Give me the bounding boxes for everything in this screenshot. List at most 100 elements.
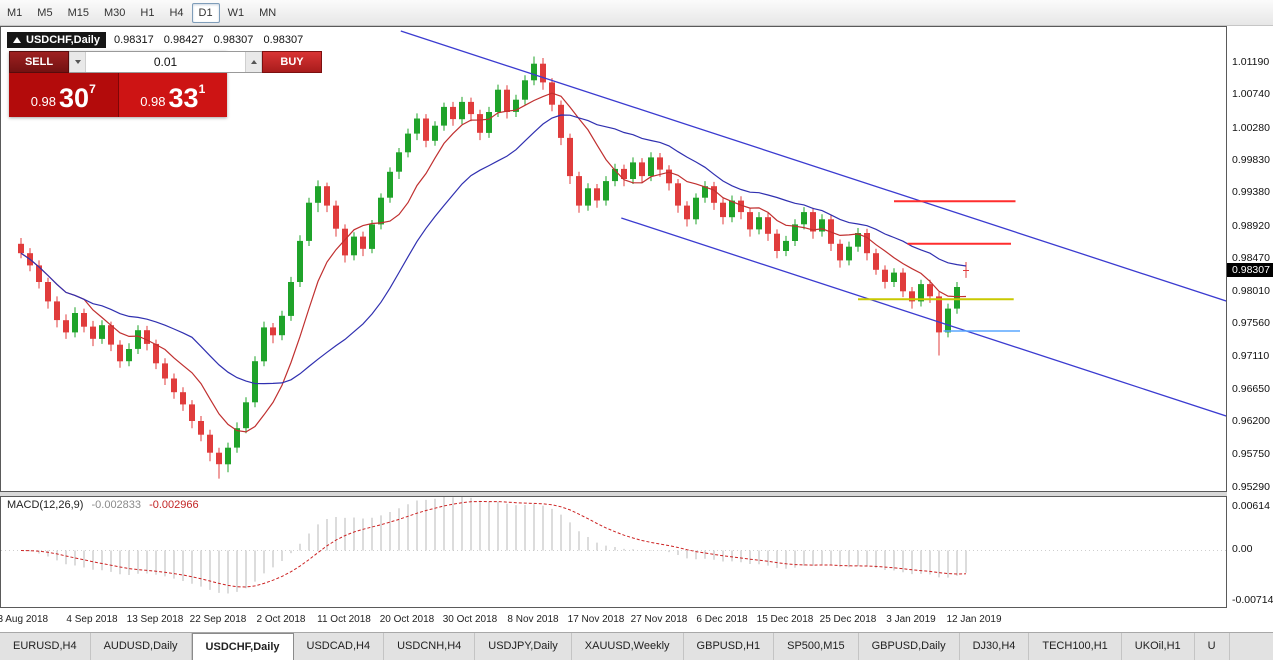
timeframe-button-m5[interactable]: M5 [37,6,53,19]
buy-price-point: 1 [198,82,206,96]
lot-increase-button[interactable] [245,52,262,72]
chart-tab-usdchf-daily[interactable]: USDCHF,Daily [191,633,294,660]
date-axis[interactable]: 23 Aug 2018 4 Sep 2018 13 Sep 2018 22 Sep 2… [0,608,1227,632]
date-axis-label: 15 Dec 2018 [756,614,814,625]
date-axis-label: 12 Jan 2019 [946,614,1002,625]
date-axis-label: 17 Nov 2018 [567,614,625,625]
one-click-collapse-icon[interactable] [13,37,21,43]
price-axis-label: 0.95750 [1232,448,1270,460]
chart-tab-usdjpy-daily[interactable]: USDJPY,Daily [475,633,572,660]
macd-name: MACD(12,26,9) [7,499,84,511]
price-axis-label: 0.98920 [1232,220,1270,232]
macd-signal-line [20,500,967,588]
chart-tab-dj30-h4[interactable]: DJ30,H4 [960,633,1030,660]
channel-lower-trendline[interactable] [621,217,1226,417]
chart-tab-eurusd-h4[interactable]: EURUSD,H4 [0,633,91,660]
date-axis-label: 22 Sep 2018 [189,614,247,625]
buy-button[interactable]: BUY [262,51,322,73]
timeframe-button-w1[interactable]: W1 [227,6,245,19]
one-click-controls: SELL BUY [9,51,322,73]
sell-price-big-figure: 0.98 [30,94,57,109]
date-axis-label: 3 Jan 2019 [886,614,936,625]
symbol-chip[interactable]: USDCHF,Daily [7,32,106,48]
macd-main-value: -0.002833 [91,499,142,511]
chart-tab-ukoil-h1[interactable]: UKOil,H1 [1122,633,1195,660]
macd-pane[interactable]: MACD(12,26,9) -0.002833 -0.002966 [0,496,1227,608]
date-axis-label: 8 Nov 2018 [507,614,559,625]
date-axis-label: 11 Oct 2018 [317,614,371,625]
date-axis-label: 30 Oct 2018 [442,614,498,625]
symbol-label: USDCHF,Daily [26,34,100,46]
price-axis-label: 0.96200 [1232,415,1270,427]
candlestick-chart[interactable] [1,27,1226,491]
chart-tab-gbpusd-h1[interactable]: GBPUSD,H1 [684,633,775,660]
chart-tab-sp500-m15[interactable]: SP500,M15 [774,633,859,660]
timeframe-button-h1[interactable]: H1 [140,6,155,19]
close-value: 0.98307 [263,34,304,46]
price-axis-label: 0.97110 [1232,350,1270,362]
chart-title: USDCHF,Daily 0.98317 0.98427 0.98307 0.9… [7,32,310,48]
macd-chart [1,497,1226,594]
high-value: 0.98427 [163,34,204,46]
timeframe-button-d1[interactable]: D1 [191,2,220,23]
price-axis-label: 0.96650 [1232,383,1270,395]
buy-price-pips: 33 [168,83,199,113]
date-axis-label: 6 Dec 2018 [696,614,748,625]
ohlc-values: 0.98317 0.98427 0.98307 0.98307 [114,34,310,46]
chart-tab-xauusd-weekly[interactable]: XAUUSD,Weekly [572,633,684,660]
price-axis-label: 0.98470 [1232,252,1270,264]
sell-price-pips: 30 [59,83,90,113]
chart-tab-usdcnh-h4[interactable]: USDCNH,H4 [384,633,476,660]
price-axis-label: 1.00740 [1232,88,1270,100]
date-axis-label: 25 Dec 2018 [819,614,877,625]
sell-price[interactable]: 0.98 30 7 [9,73,118,117]
price-axis-label: 1.01190 [1232,56,1270,68]
timeframe-button-m30[interactable]: M30 [103,6,126,19]
timeframe-button-h4[interactable]: H4 [169,6,184,19]
channel-upper-trendline[interactable] [400,30,1226,302]
date-axis-label: 4 Sep 2018 [66,614,118,625]
macd-signal-value: -0.002966 [149,499,199,511]
timeframe-button-m15[interactable]: M15 [67,6,89,19]
chart-tab-audusd-daily[interactable]: AUDUSD,Daily [91,633,192,660]
candles-layer [18,56,969,479]
date-axis-label: 2 Oct 2018 [256,614,306,625]
price-axis[interactable]: 0.98307 1.01190 1.00740 1.00280 0.99830 0.99… [1227,26,1273,632]
ma-slow-line[interactable] [20,114,967,385]
lot-decrease-button[interactable] [69,52,86,72]
date-axis-label: 13 Sep 2018 [126,614,184,625]
pane-splitter[interactable] [0,492,1227,496]
main-chart-pane[interactable]: USDCHF,Daily 0.98317 0.98427 0.98307 0.9… [0,26,1227,492]
price-axis-label: 0.99380 [1232,186,1270,198]
lot-size-input[interactable] [86,52,245,72]
price-axis-label: 0.97560 [1232,317,1270,329]
timeframe-button-m1[interactable]: M1 [7,6,23,19]
date-axis-label: 23 Aug 2018 [0,614,49,625]
price-axis-label: 0.98010 [1232,285,1270,297]
macd-histogram [29,497,967,594]
open-value: 0.98317 [113,34,154,46]
low-value: 0.98307 [213,34,254,46]
chart-tab-tech100-h1[interactable]: TECH100,H1 [1029,633,1122,660]
macd-axis-label: 0.00 [1232,543,1253,555]
ma-fast-line[interactable] [20,92,967,433]
chart-window: USDCHF,Daily 0.98317 0.98427 0.98307 0.9… [0,26,1273,632]
buy-price-big-figure: 0.98 [140,94,166,109]
buy-price[interactable]: 0.98 33 1 [117,73,227,117]
chart-tab-u[interactable]: U [1195,633,1230,660]
one-click-trading-panel: SELL BUY 0.98 30 [9,51,322,117]
chart-tab-bar: EURUSD,H4 AUDUSD,Daily USDCHF,Daily USDCAD,… [0,632,1273,660]
timeframe-button-mn[interactable]: MN [259,6,277,19]
price-axis-label: 1.00280 [1232,122,1270,134]
price-axis-label: 0.95290 [1232,481,1270,493]
chart-tab-usdcad-h4[interactable]: USDCAD,H4 [294,633,385,660]
sell-price-point: 7 [89,82,96,96]
chevron-up-icon [250,60,257,64]
macd-axis-label: -0.00714 [1232,594,1273,606]
date-axis-label: 27 Nov 2018 [630,614,688,625]
sell-button[interactable]: SELL [9,51,69,73]
chevron-down-icon [74,60,81,64]
chart-tab-gbpusd-daily[interactable]: GBPUSD,Daily [859,633,960,660]
lot-size-box [69,51,262,73]
